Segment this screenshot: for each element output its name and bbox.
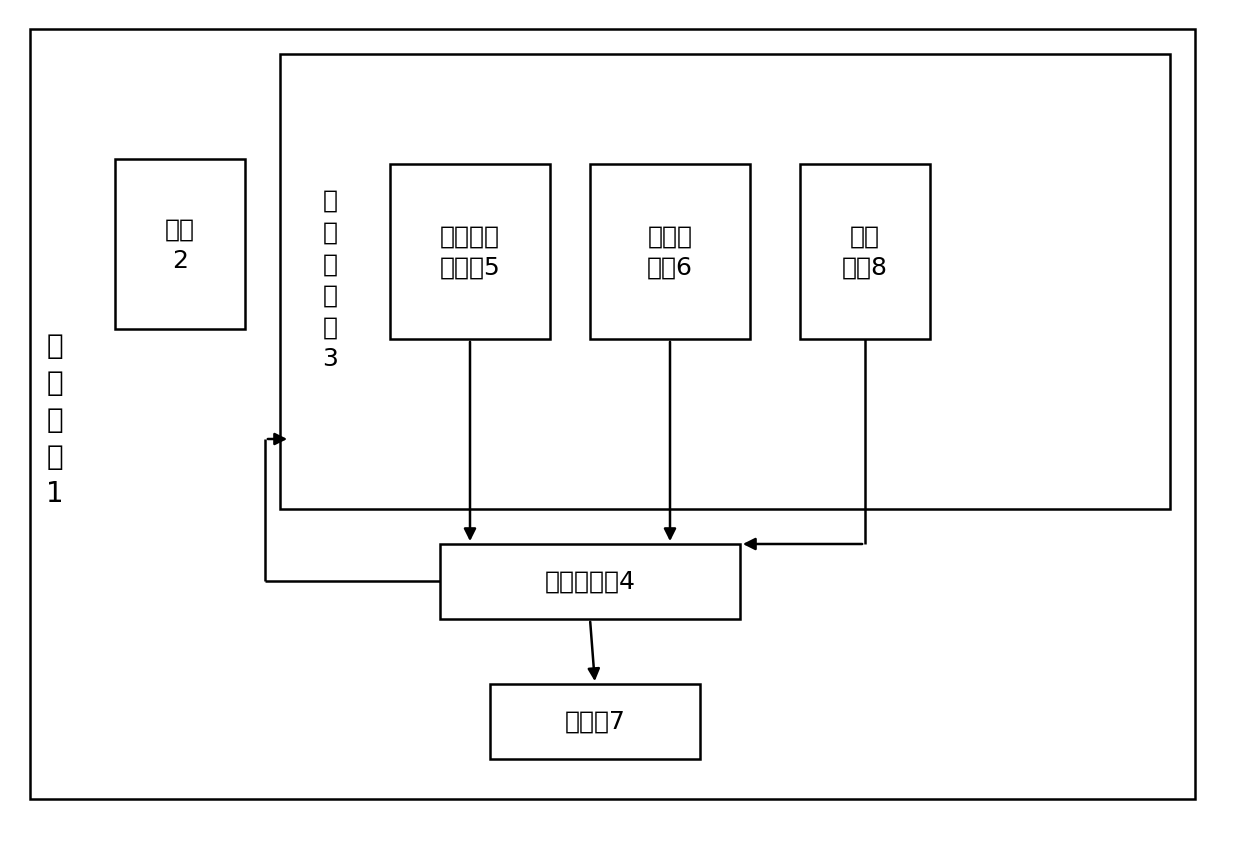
Bar [590, 165, 750, 339]
Text: 水质硬度
传感器5: 水质硬度 传感器5 [440, 224, 501, 279]
Bar [115, 160, 245, 330]
Bar [280, 55, 1170, 510]
Bar [489, 684, 700, 759]
Text: 蒸
汽
发
生
器
3: 蒸 汽 发 生 器 3 [322, 189, 338, 371]
Bar [390, 165, 550, 339]
Text: 报警器7: 报警器7 [565, 709, 626, 733]
Text: 水筱
2: 水筱 2 [165, 217, 195, 273]
Text: 除坤
装目8: 除坤 装目8 [843, 224, 888, 279]
Text: 控制电路杓4: 控制电路杓4 [544, 570, 636, 593]
Bar [800, 165, 930, 339]
Text: 温度传
感器6: 温度传 感器6 [647, 224, 693, 279]
Text: 蒸
筱
本
体
1: 蒸 筱 本 体 1 [46, 332, 64, 507]
Bar [440, 544, 740, 619]
